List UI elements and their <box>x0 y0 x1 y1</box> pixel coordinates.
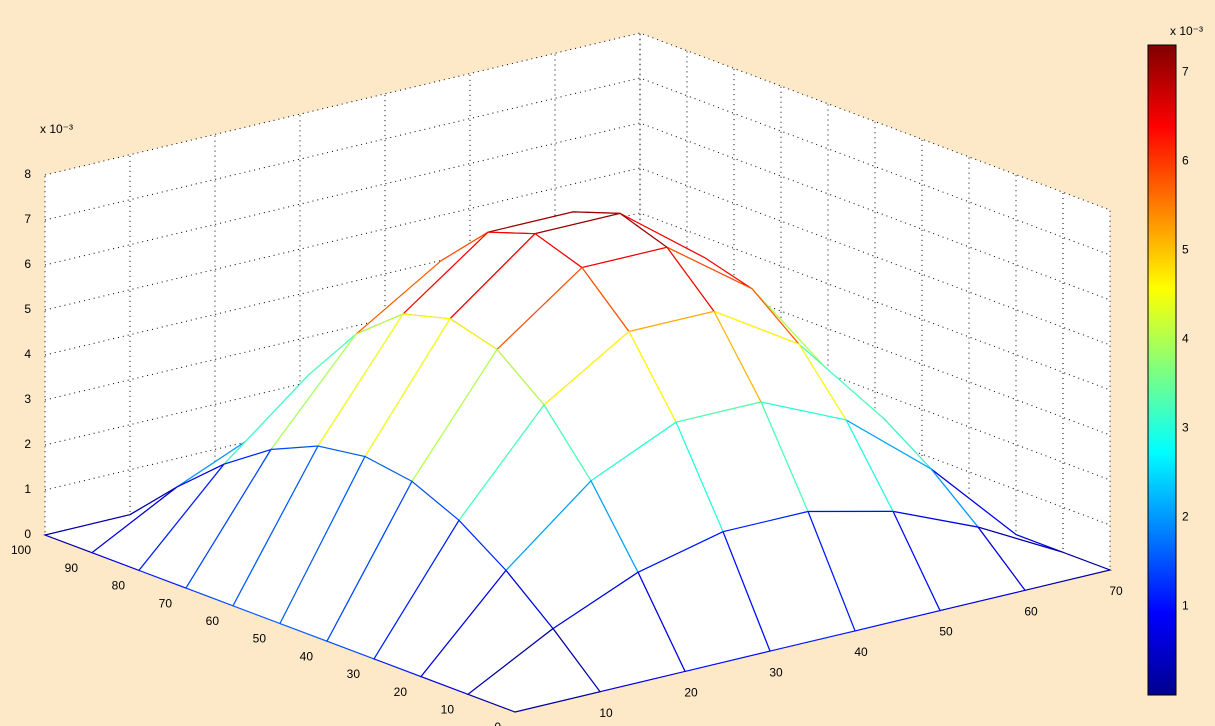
colorbar-tick-label: 1 <box>1182 598 1189 612</box>
colorbar-tick-label: 5 <box>1182 243 1189 257</box>
x-tick-label: 20 <box>684 686 698 700</box>
y-tick-label: 80 <box>112 579 126 593</box>
z-tick-label: 8 <box>24 167 31 181</box>
y-tick-label: 20 <box>394 685 408 699</box>
colorbar-exponent: x 10⁻³ <box>1170 24 1203 38</box>
y-tick-label: 50 <box>253 632 267 646</box>
x-tick-label: 40 <box>854 645 868 659</box>
z-tick-label: 1 <box>24 482 31 496</box>
x-tick-label: 30 <box>769 665 783 679</box>
x-tick-label: 60 <box>1024 604 1038 618</box>
x-tick-label: 50 <box>939 625 953 639</box>
y-tick-label: 70 <box>159 596 173 610</box>
colorbar-tick-label: 3 <box>1182 420 1189 434</box>
colorbar-tick-label: 2 <box>1182 509 1189 523</box>
z-tick-label: 7 <box>24 212 31 226</box>
z-tick-label: 6 <box>24 257 31 271</box>
y-tick-label: 100 <box>11 543 31 557</box>
y-tick-label: 10 <box>441 702 455 716</box>
y-tick-label: 30 <box>347 667 361 681</box>
x-tick-label: 70 <box>1109 584 1123 598</box>
x-tick-label: 10 <box>599 706 613 720</box>
z-exponent: x 10⁻³ <box>40 122 73 136</box>
colorbar-tick-label: 6 <box>1182 154 1189 168</box>
z-tick-label: 0 <box>24 527 31 541</box>
z-tick-label: 5 <box>24 302 31 316</box>
colorbar <box>1147 44 1177 696</box>
y-tick-label: 0 <box>494 720 501 726</box>
mesh-cell <box>466 627 602 713</box>
colorbar-tick-label: 4 <box>1182 331 1189 345</box>
y-tick-label: 60 <box>206 614 220 628</box>
y-tick-label: 40 <box>300 649 314 663</box>
colorbar-tick-label: 7 <box>1182 65 1189 79</box>
z-tick-label: 2 <box>24 437 31 451</box>
z-tick-label: 4 <box>24 347 31 361</box>
y-tick-label: 90 <box>65 561 79 575</box>
z-tick-label: 3 <box>24 392 31 406</box>
